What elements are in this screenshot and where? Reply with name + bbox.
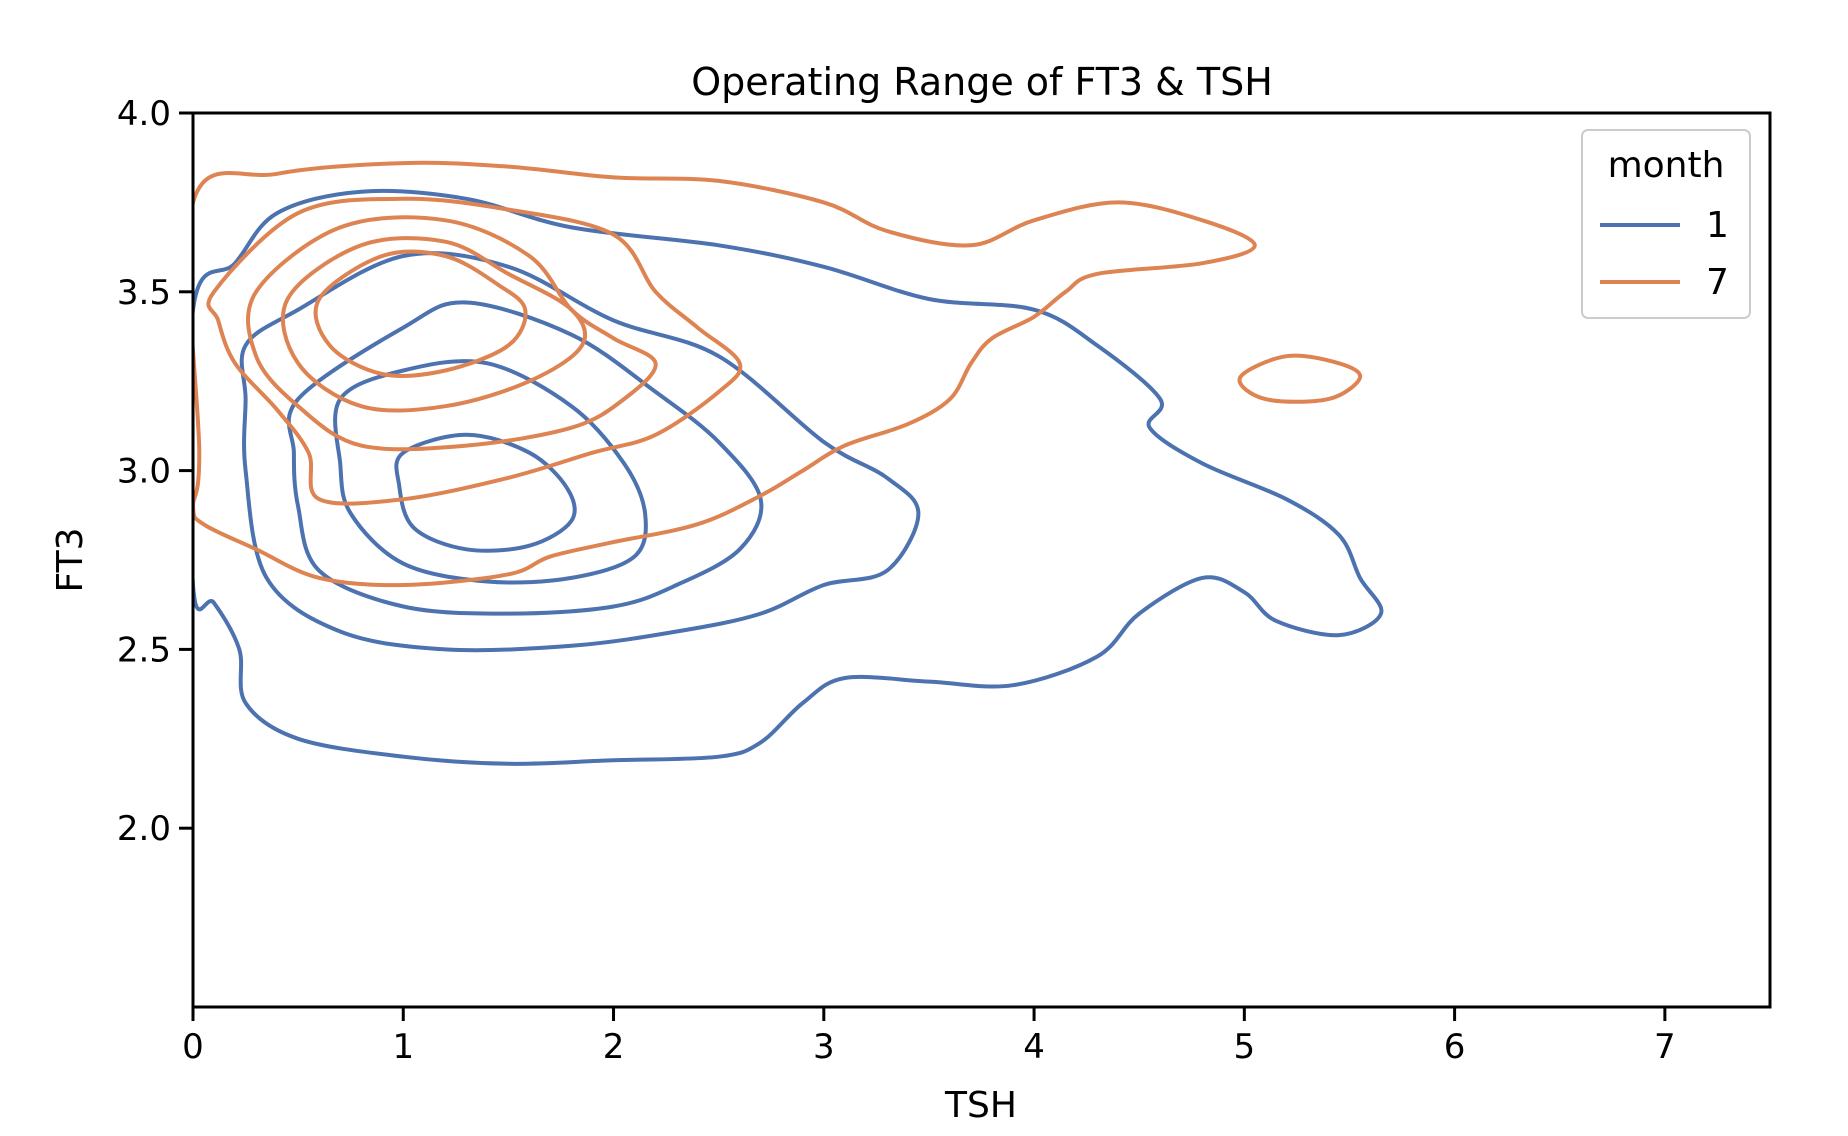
y-axis: 2.0 2.5 3.0 3.5 4.0: [117, 94, 193, 849]
x-tick-label: 3: [813, 1027, 835, 1067]
contour-month-7-level-6: [1237, 353, 1363, 404]
x-tick-label: 7: [1654, 1027, 1676, 1067]
x-tick-label: 0: [182, 1027, 204, 1067]
legend-title: month: [1608, 145, 1725, 186]
legend-label-month-7: 7: [1706, 262, 1729, 303]
legend-label-month-1: 1: [1706, 205, 1729, 246]
contour-month-1-level-5: [394, 432, 577, 553]
plot-frame: [191, 111, 1772, 1009]
x-axis-label: TSH: [944, 1085, 1017, 1126]
chart-title: Operating Range of FT3 & TSH: [691, 60, 1273, 104]
y-tick-label: 2.0: [117, 809, 171, 849]
x-axis: 0 1 2 3 4 5 6 7: [182, 1007, 1676, 1067]
legend: month 1 7: [1581, 129, 1751, 319]
contour-month-1-level-4: [333, 359, 648, 585]
x-tick-label: 6: [1444, 1027, 1466, 1067]
contour-month-7-level-3: [246, 215, 658, 452]
y-tick-label: 2.5: [117, 630, 171, 670]
contour-month-7-level-1: [193, 160, 1257, 588]
x-tick-label: 5: [1234, 1027, 1256, 1067]
y-tick-label: 4.0: [117, 94, 171, 134]
contour-month-1-level-3: [286, 300, 764, 616]
contour-month-7-level-5: [313, 249, 528, 379]
x-tick-label: 4: [1023, 1027, 1045, 1067]
contour-month-7-level-4: [280, 236, 588, 413]
y-axis-label: FT3: [50, 528, 91, 593]
x-tick-label: 2: [603, 1027, 625, 1067]
x-tick-label: 1: [392, 1027, 414, 1067]
contour-month-1-level-2: [239, 251, 921, 653]
contour-month-7-level-2: [206, 196, 743, 506]
contour-month-1-level-1: [193, 188, 1384, 766]
contour-layer: [193, 160, 1384, 766]
y-tick-label: 3.5: [117, 273, 171, 313]
y-tick-label: 3.0: [117, 452, 171, 492]
